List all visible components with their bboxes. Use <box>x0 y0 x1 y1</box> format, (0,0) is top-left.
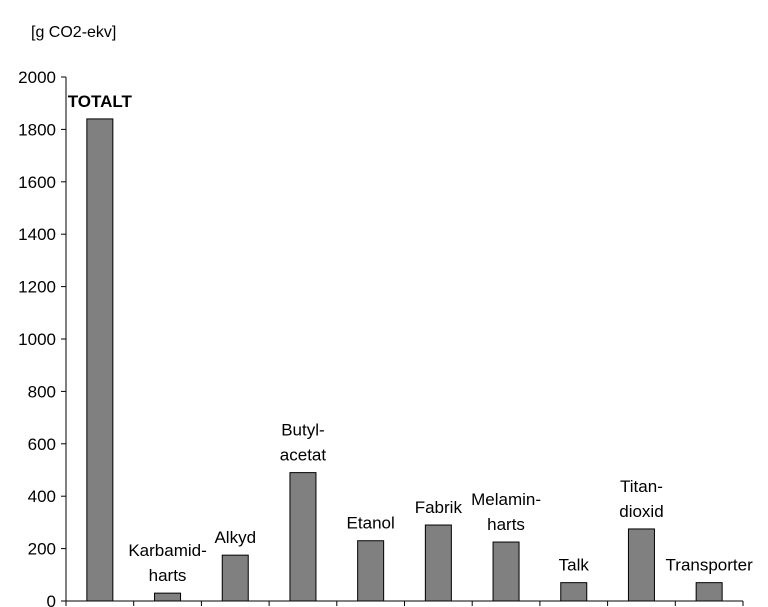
bars <box>86 118 723 602</box>
y-tick-label: 600 <box>28 435 56 454</box>
y-axis-unit-label: [g CO2-ekv] <box>31 24 116 41</box>
category-label: Melamin-harts <box>471 490 541 534</box>
y-tick-label: 1400 <box>18 225 56 244</box>
category-label-line: harts <box>149 566 187 585</box>
y-tick-label: 1000 <box>18 330 56 349</box>
category-label-line: harts <box>487 515 525 534</box>
bar-karbamid-harts <box>154 592 182 602</box>
category-label-line: Fabrik <box>415 498 463 517</box>
category-label-line: Melamin- <box>471 490 541 509</box>
x-axis <box>65 600 744 606</box>
y-tick-label: 1200 <box>18 278 56 297</box>
y-tick-label: 2000 <box>18 68 56 87</box>
category-label-line: Karbamid- <box>128 541 206 560</box>
category-label-line: Alkyd <box>214 528 256 547</box>
category-label: Karbamid-harts <box>128 541 206 585</box>
category-label-line: Titan- <box>620 477 663 496</box>
y-tick-label: 800 <box>28 382 56 401</box>
bar-melamin-harts <box>492 541 520 602</box>
category-label-line: Etanol <box>347 514 395 533</box>
category-label: Butyl-acetat <box>280 421 327 465</box>
category-label: Transporter <box>666 556 754 575</box>
bar-transporter <box>695 582 723 602</box>
category-label-line: Butyl- <box>281 421 324 440</box>
category-label: Etanol <box>347 514 395 533</box>
y-tick-label: 200 <box>28 540 56 559</box>
bar-totalt <box>86 118 114 602</box>
y-tick-label: 400 <box>28 487 56 506</box>
category-label: Titan-dioxid <box>619 477 663 521</box>
bar-talk <box>560 582 588 602</box>
category-label-line: Talk <box>559 556 590 575</box>
category-label: Fabrik <box>415 498 463 517</box>
category-label: Alkyd <box>214 528 256 547</box>
category-label: Talk <box>559 556 590 575</box>
category-label-line: dioxid <box>619 502 663 521</box>
bar-butyl-acetat <box>289 472 317 602</box>
y-tick-label: 1600 <box>18 173 56 192</box>
bar-alkyd <box>221 554 249 602</box>
bar-titan-dioxid <box>627 528 655 602</box>
category-label: TOTALT <box>68 92 133 111</box>
bar-fabrik <box>424 524 452 602</box>
bar-etanol <box>357 540 385 602</box>
category-label-line: TOTALT <box>68 92 133 111</box>
category-label-line: acetat <box>280 446 327 465</box>
category-label-line: Transporter <box>666 556 754 575</box>
category-labels: TOTALT Karbamid-harts Alkyd Butyl-acetat Eta… <box>68 92 753 585</box>
y-tick-label: 0 <box>47 592 56 607</box>
y-tick-label: 1800 <box>18 120 56 139</box>
y-axis: 0 200 400 600 800 1000 1200 1400 1600 1800 2000 <box>18 68 67 607</box>
